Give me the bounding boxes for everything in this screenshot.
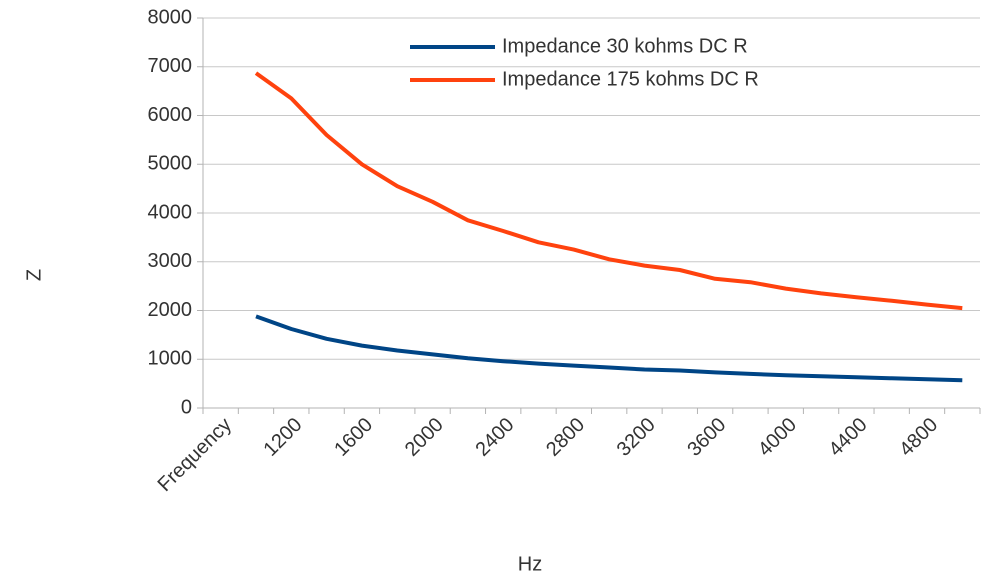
series-line [255,314,963,383]
y-tick-label: 6000 [148,104,193,126]
legend-label: Impedance 30 kohms DC R [502,35,748,57]
x-tick-label: 2000 [401,414,448,461]
x-tick-label: 4400 [825,414,872,461]
x-tick-label: 1600 [330,414,377,461]
x-tick-label: 3200 [613,414,660,461]
y-tick-label: 2000 [148,299,193,321]
y-tick-label: 3000 [148,250,193,272]
x-tick-label: 4000 [754,414,801,461]
y-tick-label: 4000 [148,201,193,223]
x-tick-label: 4800 [895,414,942,461]
legend-label: Impedance 175 kohms DC R [502,68,759,90]
y-tick-label: 0 [181,396,192,418]
x-axis-label: Hz [518,553,542,575]
y-tick-label: 8000 [148,6,193,28]
y-tick-label: 5000 [148,153,193,175]
y-tick-label: 7000 [148,55,193,77]
y-axis-label: Z [23,269,45,281]
y-tick-label: 1000 [148,348,193,370]
x-tick-label: 2400 [471,414,518,461]
x-tick-label: 1200 [260,414,307,461]
x-tick-label: 3600 [683,414,730,461]
series-line [254,71,963,311]
x-tick-label: 2800 [542,414,589,461]
x-tick-label: Frequency [154,414,236,496]
